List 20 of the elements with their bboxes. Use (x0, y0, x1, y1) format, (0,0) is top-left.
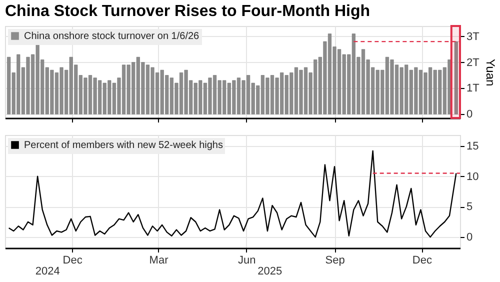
y-tick-label: 10 (466, 170, 479, 183)
y-tick-label: 15 (466, 140, 479, 152)
y-tick-label: 0 (466, 232, 473, 244)
chart-title: China Stock Turnover Rises to Four-Month High (5, 3, 370, 20)
legend-label: China onshore stock turnover on 1/6/26 (24, 31, 200, 42)
x-tick-label: Dec (412, 254, 432, 266)
y-tick-label: 3T (466, 30, 480, 43)
x2-tick-label: 2024 (35, 266, 60, 278)
y-tick-label: 2T (466, 56, 480, 69)
x-tick-label: Jun (238, 254, 256, 266)
y-tick-label: 5 (466, 201, 473, 214)
line-series (8, 150, 457, 238)
x2-tick-label: 2025 (258, 266, 282, 278)
x-tick-label: Sep (325, 254, 345, 266)
x-tick-label: Dec (62, 254, 83, 266)
y-tick-label: 0 (466, 108, 473, 121)
x-tick-label: Mar (149, 254, 169, 266)
y-axis-title: Yuan (483, 58, 498, 86)
y-tick-label: 1T (466, 82, 480, 95)
legend-label: Percent of members with new 52-week highs (24, 140, 223, 151)
